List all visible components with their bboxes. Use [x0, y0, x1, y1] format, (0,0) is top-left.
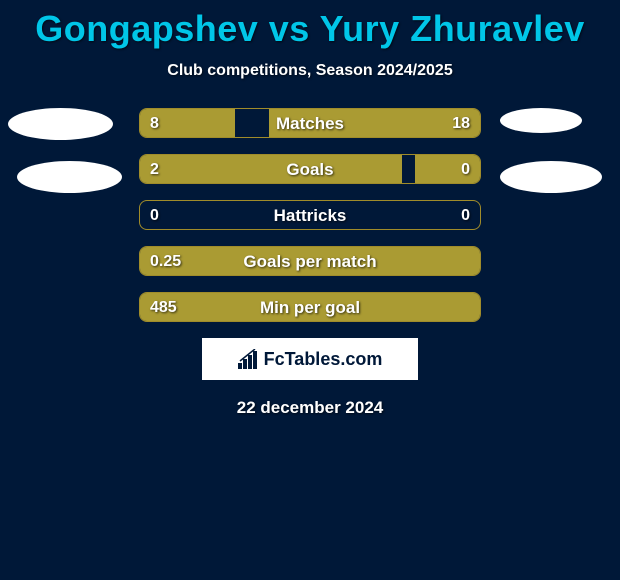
stat-value-right: 0 — [461, 155, 470, 184]
stat-row-hattricks: 0 Hattricks 0 — [139, 200, 481, 230]
stat-value-right: 0 — [461, 201, 470, 230]
stat-label: Goals — [140, 155, 480, 184]
stat-row-matches: 8 Matches 18 — [139, 108, 481, 138]
subtitle: Club competitions, Season 2024/2025 — [0, 62, 620, 80]
chart-icon — [238, 349, 260, 369]
infographic-container: Gongapshev vs Yury Zhuravlev Club compet… — [0, 0, 620, 580]
stat-label: Matches — [140, 109, 480, 138]
player-oval-right-1 — [500, 108, 582, 133]
player-oval-left-1 — [8, 108, 113, 140]
stat-value-right: 18 — [452, 109, 470, 138]
logo-text: FcTables.com — [238, 349, 383, 370]
stat-row-min-per-goal: 485 Min per goal — [139, 292, 481, 322]
stat-row-goals: 2 Goals 0 — [139, 154, 481, 184]
player-oval-left-2 — [17, 161, 122, 193]
page-title: Gongapshev vs Yury Zhuravlev — [0, 0, 620, 50]
date-line: 22 december 2024 — [0, 398, 620, 418]
logo-box: FcTables.com — [202, 338, 418, 380]
stat-label: Hattricks — [140, 201, 480, 230]
stats-area: 8 Matches 18 2 Goals 0 0 Hattricks 0 0.2… — [0, 108, 620, 322]
logo-label: FcTables.com — [264, 349, 383, 370]
player-oval-right-2 — [500, 161, 602, 193]
stat-row-goals-per-match: 0.25 Goals per match — [139, 246, 481, 276]
stat-label: Min per goal — [140, 293, 480, 322]
stat-label: Goals per match — [140, 247, 480, 276]
